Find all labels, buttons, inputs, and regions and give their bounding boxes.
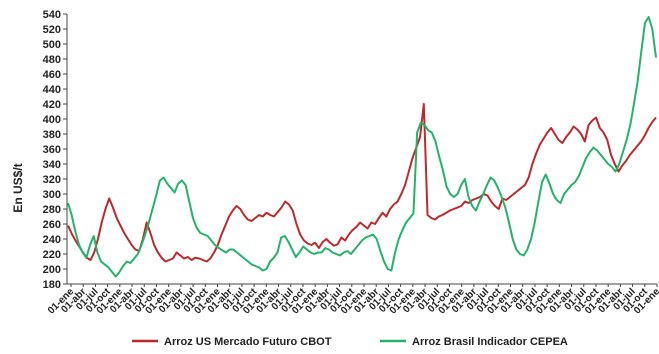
y-tick-label: 340: [43, 159, 61, 171]
series-line-cepea: [67, 16, 657, 278]
legend: Arroz US Mercado Futuro CBOT Arroz Brasil…: [132, 336, 568, 348]
y-tick-label: 360: [43, 144, 61, 156]
y-tick-label: 380: [43, 129, 61, 141]
legend-item-cbot: Arroz US Mercado Futuro CBOT: [132, 336, 332, 348]
y-axis-label: En US$/t: [11, 163, 25, 212]
y-tick-label: 200: [43, 264, 61, 276]
legend-label: Arroz Brasil Indicador CEPEA: [412, 336, 568, 348]
x-axis: 01-ene01-abr01-jul01-oct01-ene01-abr01-j…: [46, 283, 659, 317]
series-lines: [67, 16, 657, 278]
y-tick-label: 320: [43, 174, 61, 186]
legend-label: Arroz US Mercado Futuro CBOT: [164, 336, 332, 348]
y-tick-label: 460: [43, 69, 61, 81]
y-tick-label: 180: [43, 279, 61, 291]
series-line-cbot: [67, 103, 657, 263]
y-tick-label: 400: [43, 114, 61, 126]
y-tick-label: 260: [43, 219, 61, 231]
y-tick-label: 220: [43, 249, 61, 261]
y-tick-label: 440: [43, 84, 61, 96]
y-tick-label: 520: [43, 24, 61, 36]
y-axis: 180 200 220 240 260 280 300 320 340 360 380 400 420 4…: [43, 9, 68, 291]
y-tick-label: 420: [43, 99, 61, 111]
y-tick-label: 280: [43, 204, 61, 216]
y-tick-label: 240: [43, 234, 61, 246]
y-tick-label: 480: [43, 54, 61, 66]
y-tick-label: 540: [43, 9, 61, 21]
y-tick-label: 500: [43, 39, 61, 51]
y-tick-label: 300: [43, 189, 61, 201]
legend-item-cepea: Arroz Brasil Indicador CEPEA: [380, 336, 568, 348]
